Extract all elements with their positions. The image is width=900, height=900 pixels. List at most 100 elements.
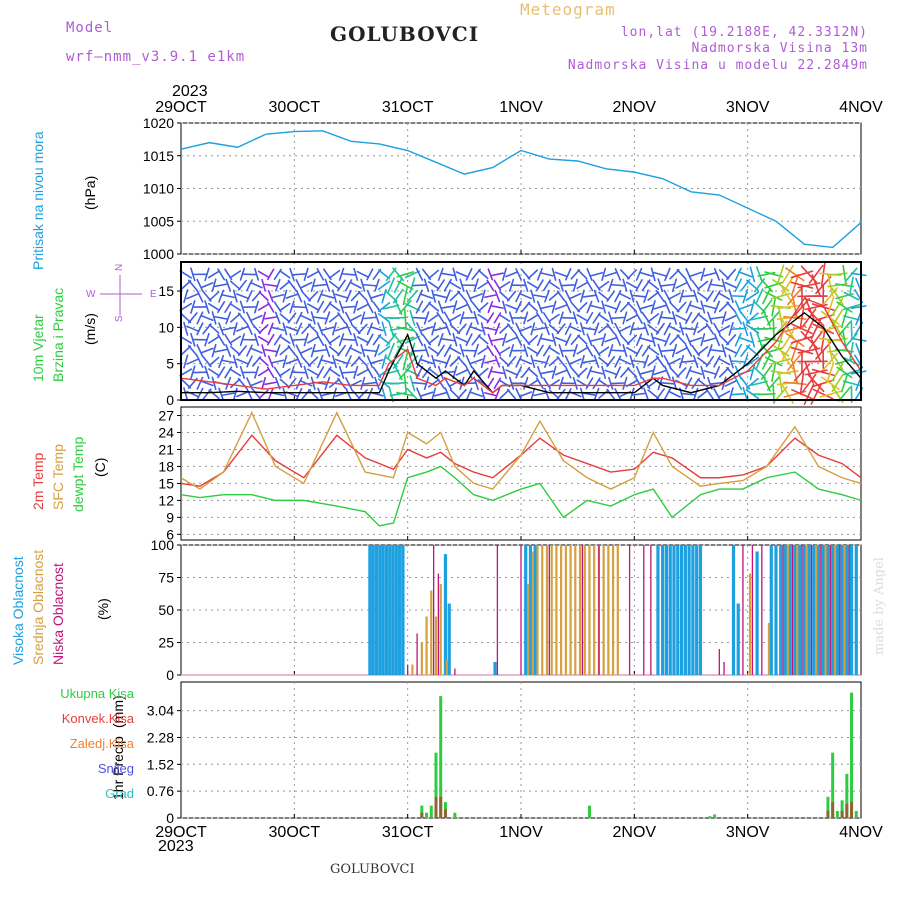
precip-bar-total bbox=[835, 810, 839, 818]
wind-arrow bbox=[350, 323, 361, 335]
wind-arrow bbox=[622, 311, 628, 325]
wind-arrow bbox=[449, 323, 461, 334]
wind-arrow bbox=[827, 274, 834, 297]
wind-arrow bbox=[419, 391, 434, 397]
pressure-line bbox=[180, 130, 862, 249]
wind-arrow bbox=[477, 269, 489, 280]
cloud-bar bbox=[533, 545, 537, 675]
wind-arrow bbox=[452, 300, 458, 314]
wind-arrow bbox=[237, 345, 247, 357]
wind-arrow bbox=[558, 311, 564, 325]
wind-arrow bbox=[225, 278, 232, 292]
cloud-bar bbox=[661, 545, 665, 675]
wind-arrow bbox=[289, 365, 295, 379]
wind-arrow bbox=[261, 278, 267, 292]
wind-arrow bbox=[356, 368, 369, 377]
wind-arrow bbox=[377, 345, 391, 356]
wind-arrow bbox=[721, 343, 727, 358]
compass-west: W bbox=[86, 289, 96, 300]
compass-north: N bbox=[114, 264, 125, 271]
cloud-bar bbox=[607, 545, 610, 675]
cloud-bar bbox=[786, 545, 789, 675]
wind-arrow bbox=[356, 270, 369, 278]
wind-arrow bbox=[660, 381, 675, 385]
cloud-bar bbox=[536, 545, 539, 675]
wind-arrow bbox=[313, 316, 328, 320]
wind-arrow bbox=[761, 353, 772, 370]
wind-arrow bbox=[433, 359, 448, 364]
wind-arrow bbox=[668, 357, 681, 366]
wind-arrow bbox=[285, 326, 299, 332]
wind-arrow bbox=[841, 308, 848, 328]
wind-arrow bbox=[404, 368, 420, 377]
wind-arrow bbox=[577, 367, 588, 378]
wind-arrow bbox=[505, 304, 518, 311]
wind-arrow bbox=[533, 326, 547, 331]
wind-arrow bbox=[586, 300, 593, 314]
wind-arrow bbox=[681, 360, 696, 363]
wind-arrow bbox=[655, 290, 665, 303]
wind-arrow bbox=[448, 281, 462, 290]
cloud-bar bbox=[496, 545, 499, 675]
wind-arrow bbox=[328, 302, 341, 312]
wind-arrow bbox=[771, 362, 777, 382]
wind-arrow bbox=[787, 286, 803, 306]
wind-arrow bbox=[211, 278, 217, 293]
wind-arrow bbox=[724, 379, 738, 387]
wind-arrow bbox=[551, 365, 557, 379]
wind-arrow bbox=[275, 278, 281, 292]
wind-arrow bbox=[790, 281, 814, 289]
wind-arrow bbox=[186, 292, 200, 300]
wind-arrow bbox=[246, 388, 253, 401]
wind-arrow bbox=[685, 311, 693, 325]
wind-arrow bbox=[710, 349, 724, 353]
wind-arrow bbox=[505, 271, 518, 278]
wind-arrow bbox=[313, 283, 328, 287]
wind-arrow bbox=[483, 294, 497, 299]
wind-arrow bbox=[246, 322, 253, 335]
wind-arrow bbox=[551, 300, 557, 314]
wind-arrow bbox=[721, 278, 727, 292]
wind-arrow bbox=[535, 311, 544, 324]
wind-arrow bbox=[540, 337, 554, 342]
wind-arrow bbox=[850, 370, 867, 375]
wind-arrow bbox=[232, 387, 238, 401]
wind-arrow bbox=[239, 365, 245, 379]
cloud-bar bbox=[445, 659, 448, 675]
legend-hail: Grad bbox=[105, 786, 134, 801]
temperature-ytick-label: 24 bbox=[158, 424, 174, 440]
wind-arrow bbox=[419, 358, 434, 365]
wind-arrow bbox=[689, 337, 703, 343]
wind-arrow bbox=[399, 365, 412, 380]
wind-arrow bbox=[790, 335, 814, 344]
wind-arrow bbox=[211, 311, 217, 325]
wind-arrow bbox=[396, 326, 415, 332]
wind-arrow bbox=[608, 376, 614, 390]
wind-arrow bbox=[663, 355, 672, 368]
wind-arrow bbox=[668, 390, 681, 398]
wind-arrow bbox=[254, 366, 260, 379]
wind-arrow bbox=[370, 359, 384, 364]
wind-arrow bbox=[307, 335, 320, 344]
clouds-ytick-label: 100 bbox=[151, 537, 175, 553]
wind-arrow bbox=[681, 392, 696, 396]
wind-arrow bbox=[366, 333, 374, 346]
wind-arrow bbox=[477, 281, 490, 290]
wind-arrow bbox=[845, 267, 858, 282]
wind-arrow bbox=[671, 311, 678, 325]
wind-arrow bbox=[232, 289, 238, 303]
wind-arrow bbox=[508, 278, 515, 292]
wind-arrow bbox=[663, 322, 672, 336]
wind-arrow bbox=[655, 355, 665, 368]
wind-arrow bbox=[404, 270, 421, 279]
wind-arrow bbox=[455, 369, 469, 376]
wind-arrow bbox=[635, 365, 643, 379]
wind-arrow bbox=[822, 287, 838, 306]
wind-arrow bbox=[689, 304, 703, 310]
cloud-bar bbox=[555, 545, 558, 675]
wind-arrow bbox=[292, 338, 306, 341]
wind-arrow bbox=[551, 333, 557, 347]
wind-arrow bbox=[366, 366, 374, 379]
xtick-label-bottom: 31OCT bbox=[382, 824, 434, 841]
wind-arrow bbox=[718, 367, 730, 378]
